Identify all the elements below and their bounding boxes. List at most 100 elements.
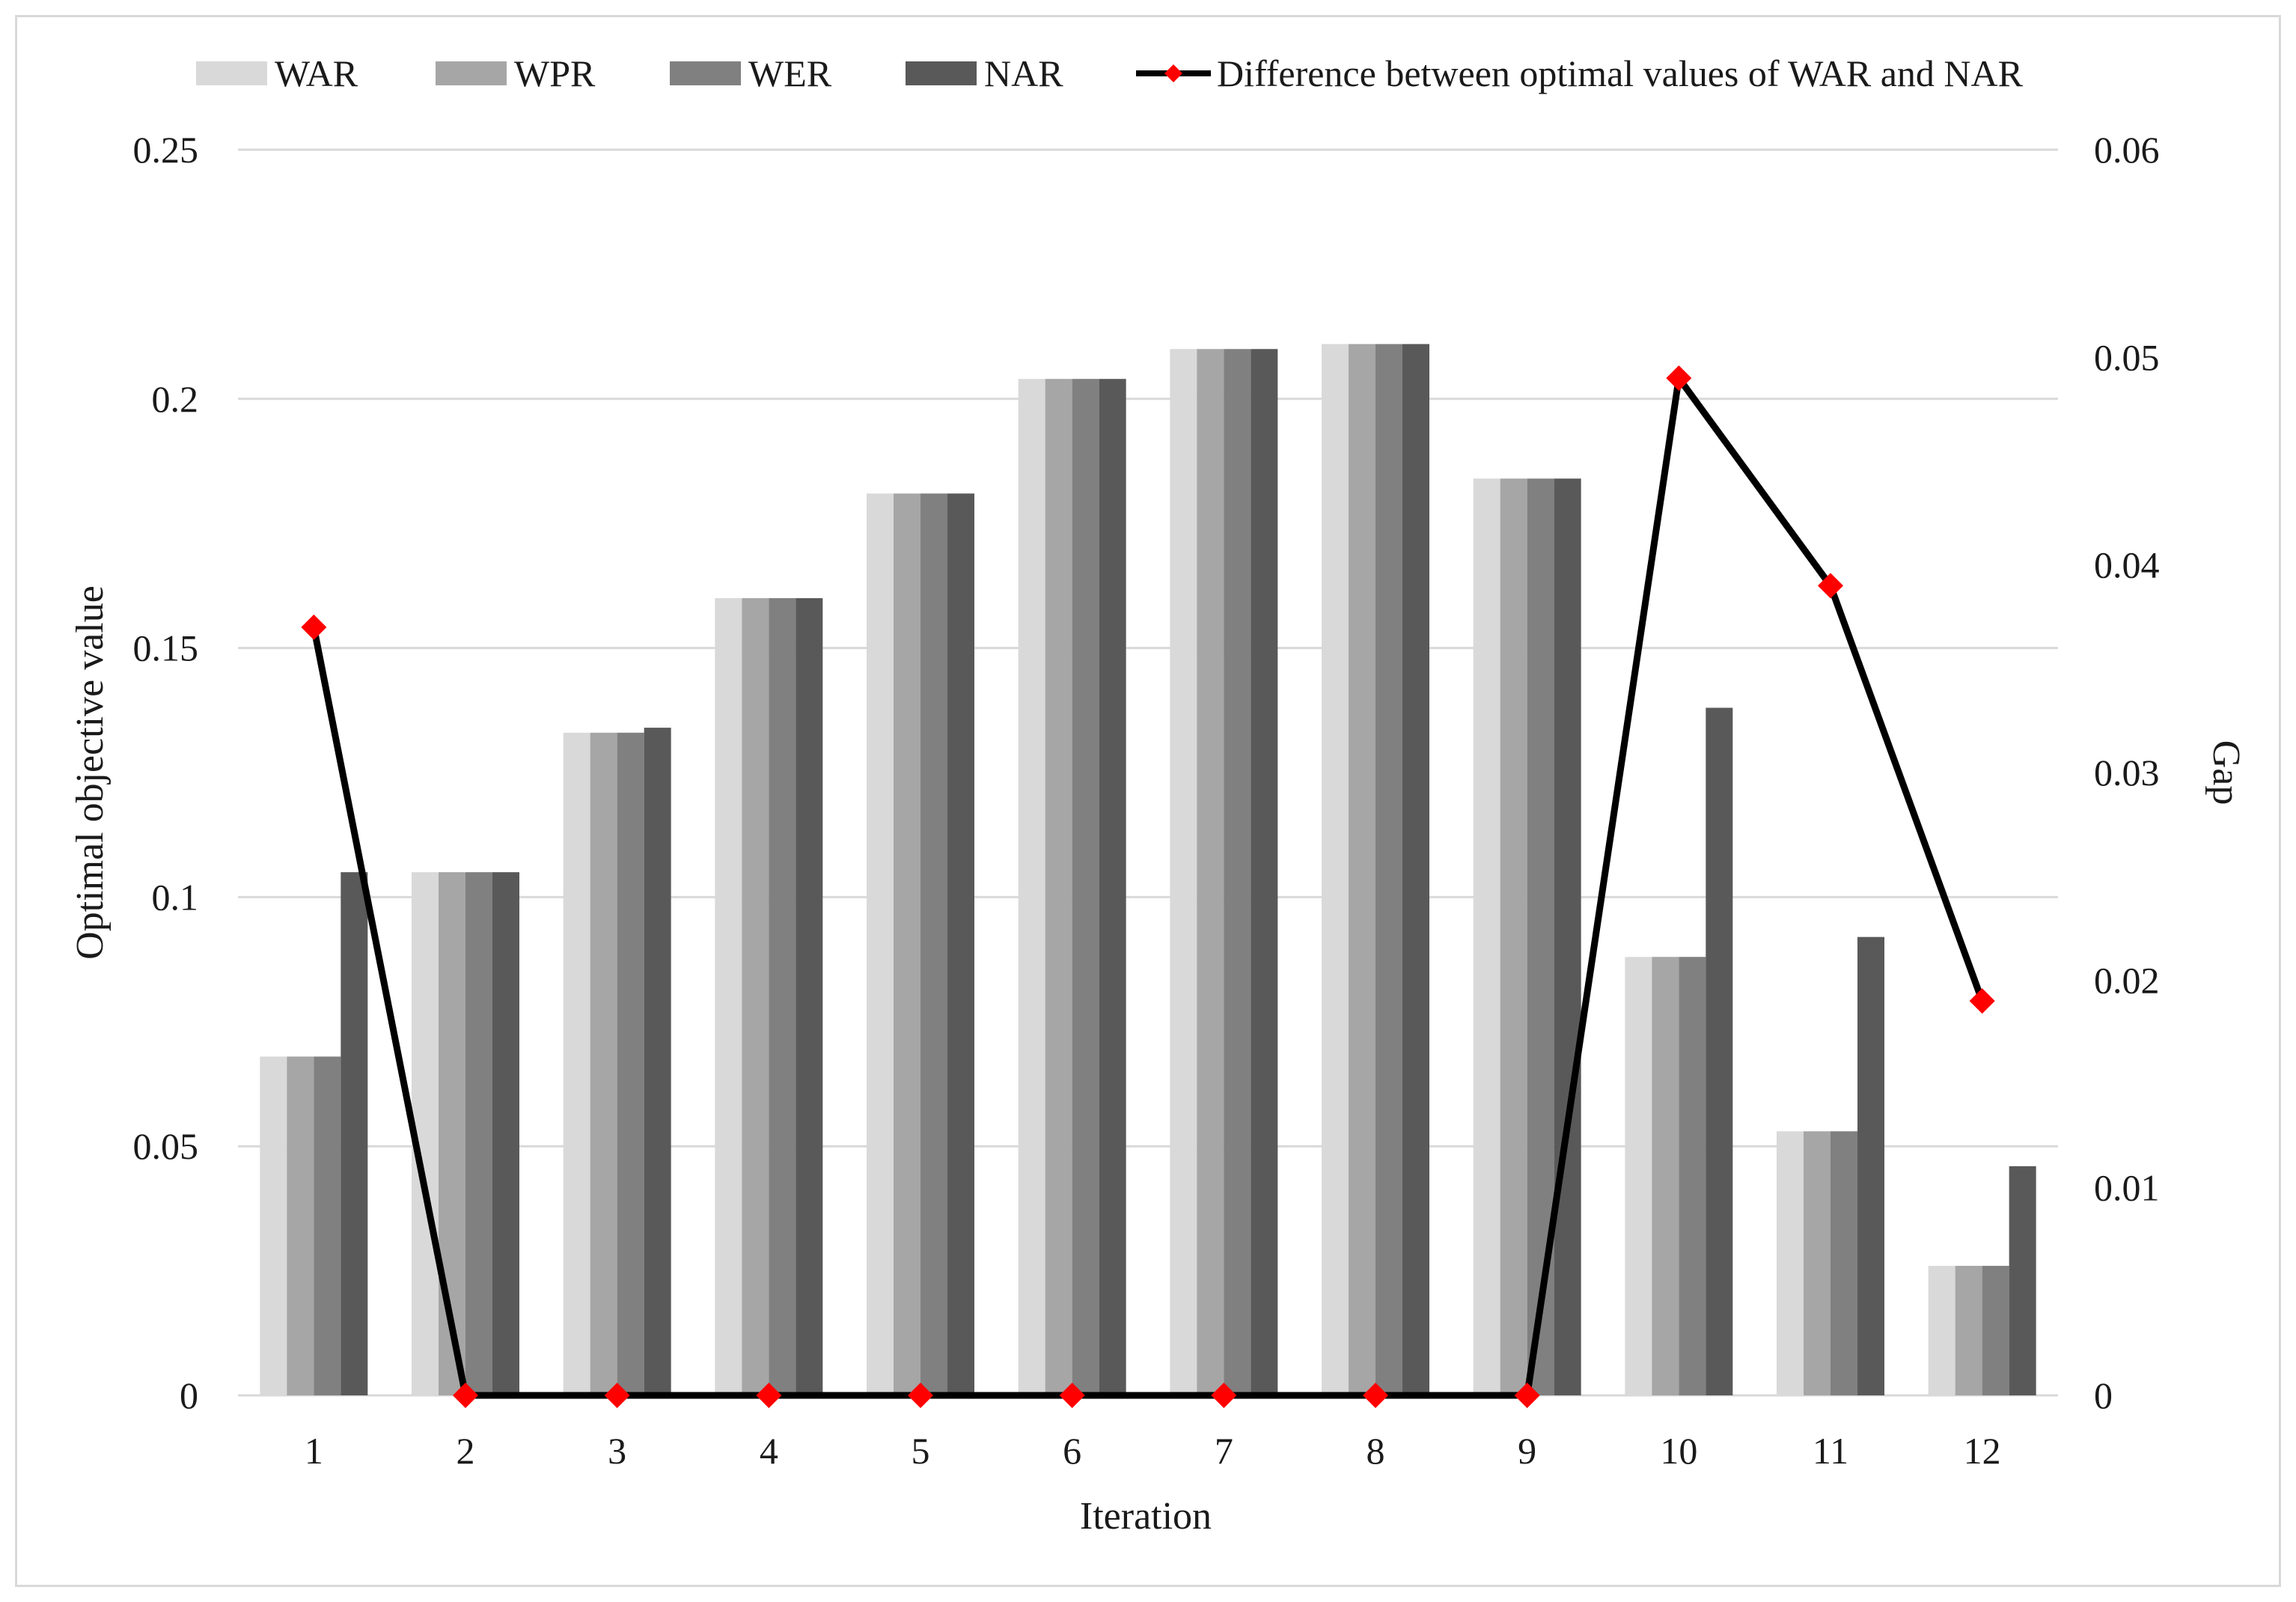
gap-marker: [908, 1383, 933, 1408]
bar-nar: [1554, 478, 1581, 1395]
bar-nar: [1857, 936, 1884, 1395]
y2-tick-label: 0.02: [2094, 959, 2160, 1001]
y2-tick-label: 0.04: [2094, 544, 2160, 586]
bar-wpr: [1955, 1265, 1982, 1395]
gap-line-layer: [301, 365, 1995, 1408]
x-tick-label: 8: [1367, 1430, 1385, 1472]
bar-wer: [1376, 344, 1402, 1396]
y-axis-ticks: 0 0.05 0.1 0.15 0.2 0.25: [133, 129, 199, 1416]
y-tick-label: 0.1: [152, 876, 199, 918]
x-tick-label: 1: [305, 1430, 323, 1472]
bar-wpr: [439, 872, 465, 1395]
legend-label-gap: Difference between optimal values of WAR…: [1217, 52, 2024, 94]
legend-label-war: WAR: [275, 52, 358, 94]
legend-marker-swatch: [1164, 64, 1182, 82]
bar-nar: [1099, 379, 1126, 1395]
y2-tick-label: 0.06: [2094, 129, 2160, 171]
y-tick-label: 0.2: [152, 378, 199, 420]
x-tick-label: 7: [1215, 1430, 1233, 1472]
legend-swatch-wer: [670, 61, 741, 85]
bar-nar: [492, 872, 519, 1395]
x-tick-label: 6: [1063, 1430, 1081, 1472]
legend-swatch-nar: [906, 61, 977, 85]
bar-war: [1170, 349, 1197, 1395]
x-tick-label: 12: [1964, 1430, 2001, 1472]
bar-wer: [465, 872, 492, 1395]
legend-label-wer: WER: [748, 52, 832, 94]
gap-marker: [1666, 365, 1692, 392]
bar-wer: [1224, 349, 1251, 1395]
bar-wer: [920, 493, 947, 1396]
bar-war: [1928, 1265, 1955, 1395]
y2-axis-ticks: 0 0.01 0.02 0.03 0.04 0.05 0.06: [2094, 129, 2160, 1416]
bar-wer: [1679, 957, 1706, 1395]
bar-war: [1018, 379, 1045, 1395]
bar-wpr: [1197, 349, 1224, 1395]
bar-war: [715, 598, 742, 1395]
bar-wpr: [1804, 1131, 1831, 1395]
gap-marker: [1818, 573, 1843, 599]
y2-axis-title: Gap: [2205, 740, 2247, 805]
y2-tick-label: 0.05: [2094, 336, 2160, 378]
bar-wpr: [742, 598, 769, 1395]
bar-war: [867, 493, 894, 1396]
bar-wpr: [287, 1056, 314, 1395]
bar-wer: [1072, 379, 1099, 1395]
y-tick-label: 0.25: [133, 129, 199, 171]
bar-war: [1777, 1131, 1804, 1395]
bar-wpr: [1045, 379, 1072, 1395]
bar-wpr: [1652, 957, 1679, 1395]
legend: WAR WPR WER NAR Difference between optimal v…: [196, 52, 2024, 94]
gap-marker: [1363, 1383, 1388, 1408]
y-tick-label: 0: [180, 1374, 198, 1416]
bar-nar: [2009, 1166, 2036, 1395]
bar-wpr: [1349, 344, 1376, 1396]
x-tick-label: 5: [912, 1430, 930, 1472]
bar-wer: [617, 732, 644, 1395]
bar-war: [260, 1056, 287, 1395]
bar-wer: [1831, 1131, 1857, 1395]
bar-war: [1322, 344, 1349, 1396]
legend-label-wpr: WPR: [514, 52, 596, 94]
x-tick-label: 11: [1813, 1430, 1848, 1472]
y2-tick-label: 0: [2094, 1374, 2113, 1416]
bar-nar: [1251, 349, 1278, 1395]
bar-nar: [796, 598, 823, 1395]
bar-nar: [1402, 344, 1429, 1396]
legend-swatch-wpr: [436, 61, 507, 85]
bar-war: [563, 732, 590, 1395]
gap-marker: [1059, 1383, 1085, 1408]
gap-marker: [1211, 1383, 1237, 1408]
x-tick-label: 2: [457, 1430, 475, 1472]
y-axis-title: Optimal objective value: [69, 585, 112, 960]
y-tick-label: 0.15: [133, 627, 199, 669]
x-tick-label: 10: [1660, 1430, 1697, 1472]
gap-marker: [1969, 988, 1995, 1014]
x-axis-ticks: 1 2 3 4 5 6 7 8 9 10 11 12: [305, 1430, 2001, 1472]
x-tick-label: 4: [760, 1430, 778, 1472]
chart-frame: [15, 15, 2281, 1587]
gap-line: [310, 374, 1985, 1399]
y2-tick-label: 0.01: [2094, 1167, 2160, 1209]
x-tick-label: 3: [608, 1430, 626, 1472]
x-axis-title: Iteration: [1080, 1495, 1212, 1538]
legend-label-nar: NAR: [984, 52, 1063, 94]
bar-wer: [1982, 1265, 2009, 1395]
bar-wpr: [1500, 478, 1527, 1395]
bar-nar: [1706, 707, 1733, 1395]
gap-marker: [1514, 1383, 1540, 1408]
bar-wpr: [590, 732, 617, 1395]
bar-war: [1473, 478, 1500, 1395]
legend-swatch-war: [196, 61, 267, 85]
bar-nar: [947, 493, 974, 1396]
bar-war: [1625, 957, 1652, 1395]
x-tick-label: 9: [1518, 1430, 1536, 1472]
y2-tick-label: 0.03: [2094, 752, 2160, 794]
gap-marker: [453, 1383, 478, 1408]
bar-wer: [769, 598, 796, 1395]
gap-marker: [756, 1383, 782, 1408]
bar-nar: [341, 872, 368, 1395]
bar-nar: [644, 728, 671, 1395]
gap-marker: [301, 614, 327, 640]
bar-wer: [314, 1056, 341, 1395]
